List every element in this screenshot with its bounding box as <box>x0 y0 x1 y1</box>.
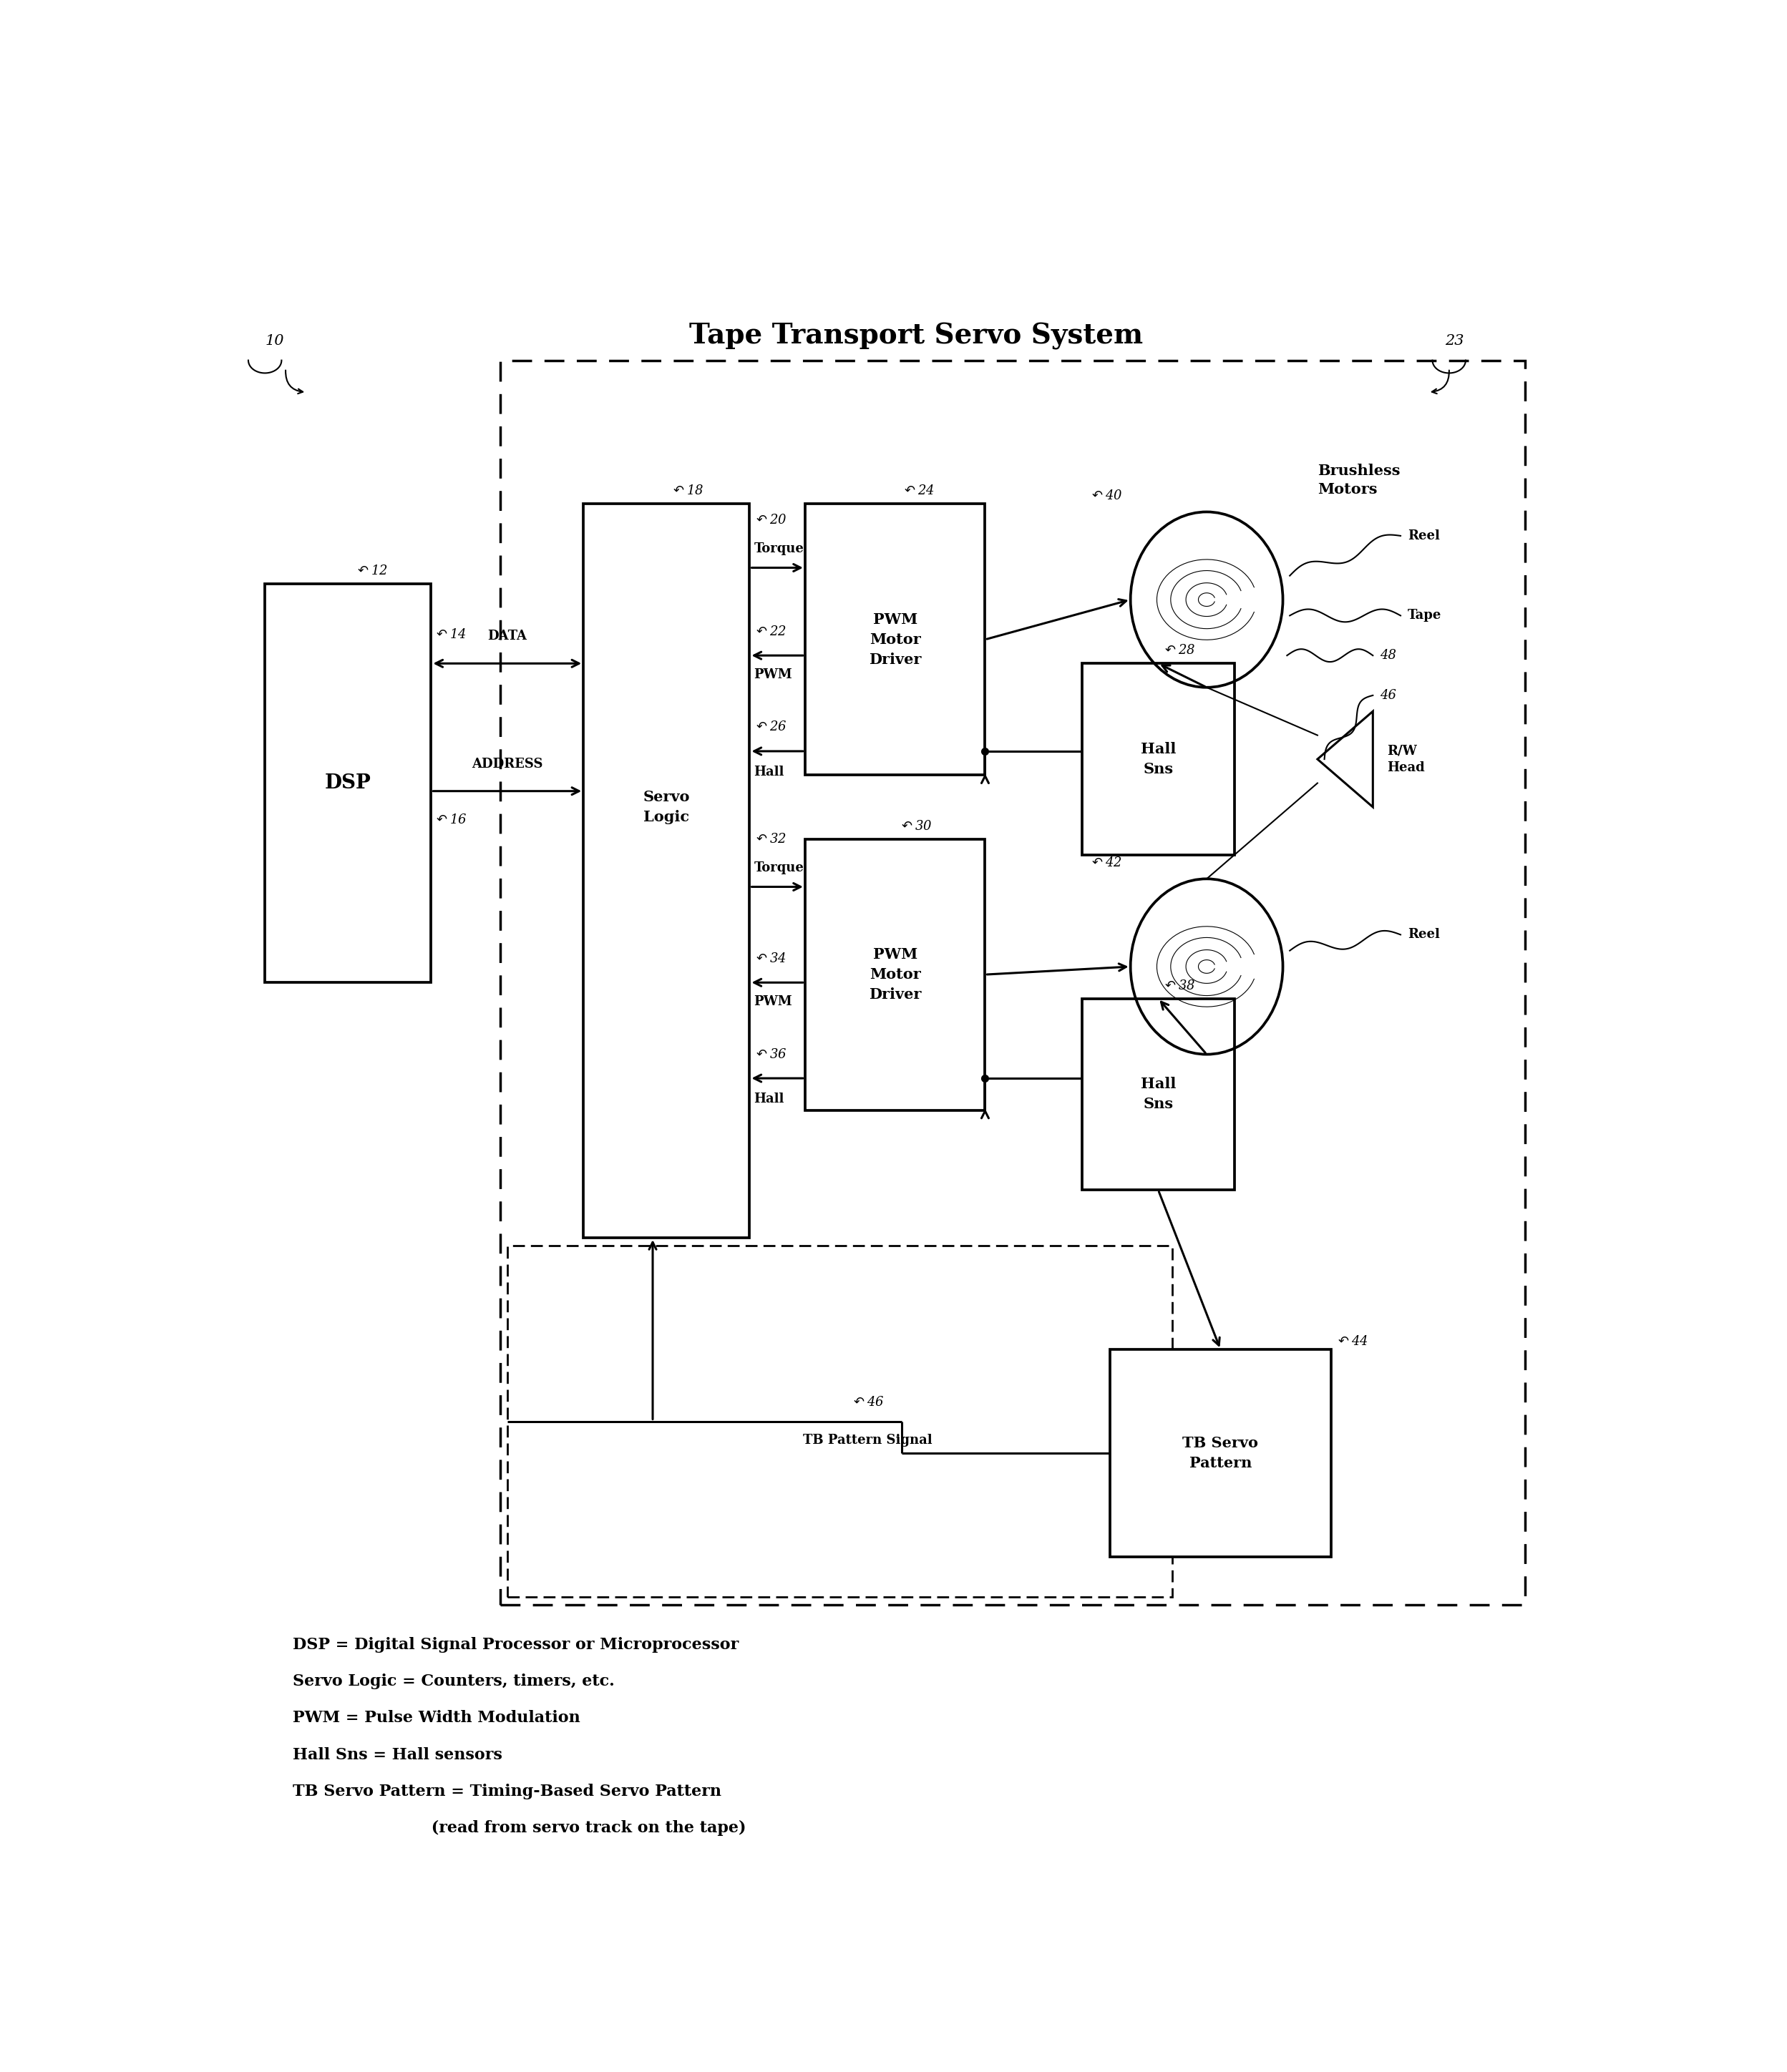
Text: Hall Sns = Hall sensors: Hall Sns = Hall sensors <box>293 1747 502 1763</box>
Text: PWM
Motor
Driver: PWM Motor Driver <box>868 947 922 1001</box>
Text: TB Servo Pattern = Timing-Based Servo Pattern: TB Servo Pattern = Timing-Based Servo Pa… <box>293 1784 722 1798</box>
Text: (read from servo track on the tape): (read from servo track on the tape) <box>293 1819 745 1836</box>
Text: Hall
Sns: Hall Sns <box>1140 742 1176 777</box>
Text: Servo
Logic: Servo Logic <box>643 789 690 825</box>
Text: $\curvearrowleft$22: $\curvearrowleft$22 <box>754 626 786 638</box>
Bar <box>1110 1349 1331 1556</box>
Text: DSP = Digital Signal Processor or Microprocessor: DSP = Digital Signal Processor or Microp… <box>293 1637 738 1653</box>
Text: Hall
Sns: Hall Sns <box>1140 1077 1176 1111</box>
Text: $\curvearrowleft$24: $\curvearrowleft$24 <box>902 485 935 497</box>
Text: PWM: PWM <box>754 667 792 682</box>
Text: $\curvearrowleft$28: $\curvearrowleft$28 <box>1162 644 1196 657</box>
Text: 10: 10 <box>264 334 284 348</box>
Text: PWM
Motor
Driver: PWM Motor Driver <box>868 613 922 667</box>
Text: Brushless
Motors: Brushless Motors <box>1317 464 1401 497</box>
Bar <box>806 503 985 775</box>
Text: Servo Logic = Counters, timers, etc.: Servo Logic = Counters, timers, etc. <box>293 1674 615 1689</box>
Text: $\curvearrowleft$18: $\curvearrowleft$18 <box>670 485 704 497</box>
Text: $\curvearrowleft$14: $\curvearrowleft$14 <box>434 628 466 640</box>
Text: Torque: Torque <box>754 862 804 874</box>
Text: $\curvearrowleft$16: $\curvearrowleft$16 <box>434 814 466 827</box>
Text: Reel: Reel <box>1408 528 1440 543</box>
Text: TB Pattern Signal: TB Pattern Signal <box>802 1434 933 1446</box>
Text: 23: 23 <box>1446 334 1464 348</box>
Text: R/W
Head: R/W Head <box>1387 744 1424 775</box>
Bar <box>583 503 751 1237</box>
Text: TB Servo
Pattern: TB Servo Pattern <box>1183 1436 1258 1471</box>
Text: $\curvearrowleft$30: $\curvearrowleft$30 <box>899 821 933 833</box>
Text: $\curvearrowleft$12: $\curvearrowleft$12 <box>356 564 388 578</box>
Text: PWM = Pulse Width Modulation: PWM = Pulse Width Modulation <box>293 1709 581 1726</box>
Text: Hall: Hall <box>754 1092 784 1106</box>
Text: $\curvearrowleft$20: $\curvearrowleft$20 <box>754 514 786 526</box>
Text: $\curvearrowleft$32: $\curvearrowleft$32 <box>754 833 786 845</box>
Bar <box>500 361 1526 1604</box>
Text: $\curvearrowleft$38: $\curvearrowleft$38 <box>1162 980 1196 992</box>
Bar <box>1083 999 1235 1189</box>
Text: Tape: Tape <box>1408 609 1442 622</box>
Text: 46: 46 <box>1380 688 1396 702</box>
Text: $\curvearrowleft$36: $\curvearrowleft$36 <box>754 1048 786 1061</box>
Text: Torque: Torque <box>754 543 804 555</box>
Text: DSP: DSP <box>325 773 372 794</box>
Text: $\curvearrowleft$44: $\curvearrowleft$44 <box>1335 1334 1369 1349</box>
Bar <box>1083 663 1235 856</box>
Text: DATA: DATA <box>488 630 527 642</box>
Text: $\curvearrowleft$34: $\curvearrowleft$34 <box>754 953 786 966</box>
Text: Tape Transport Servo System: Tape Transport Servo System <box>690 323 1142 350</box>
Text: $\curvearrowleft$46: $\curvearrowleft$46 <box>851 1397 885 1409</box>
Bar <box>508 1245 1172 1598</box>
Bar <box>806 839 985 1111</box>
Text: 48: 48 <box>1380 649 1396 661</box>
Text: $\curvearrowleft$26: $\curvearrowleft$26 <box>754 721 786 733</box>
Text: Reel: Reel <box>1408 928 1440 941</box>
Text: PWM: PWM <box>754 995 792 1009</box>
Text: $\curvearrowleft$42: $\curvearrowleft$42 <box>1088 856 1122 870</box>
Bar <box>264 584 431 982</box>
Text: ADDRESS: ADDRESS <box>472 758 543 771</box>
Text: $\curvearrowleft$40: $\curvearrowleft$40 <box>1088 489 1122 501</box>
Text: Hall: Hall <box>754 765 784 779</box>
